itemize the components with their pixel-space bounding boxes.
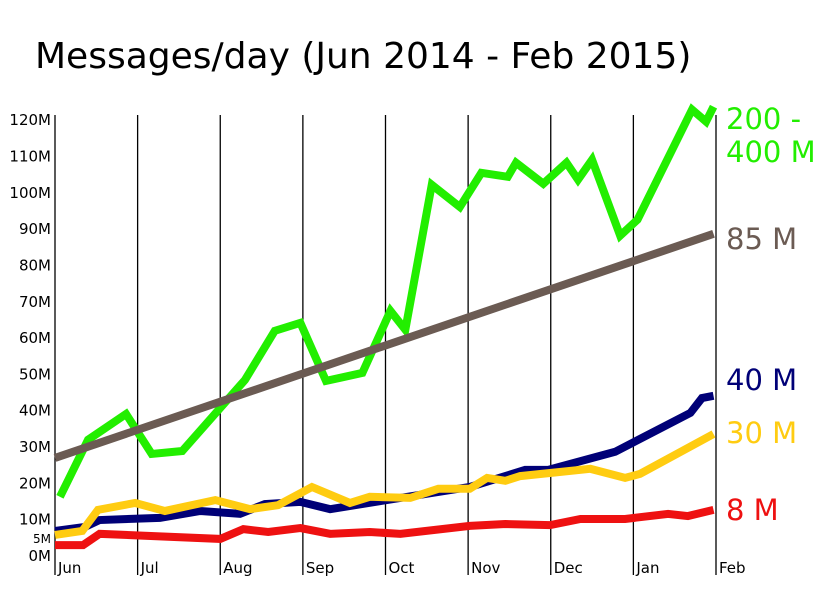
series-line (54, 391, 715, 535)
y-tick-label: 20M (19, 474, 51, 492)
chart-title: Messages/day (Jun 2014 - Feb 2015) (35, 36, 691, 77)
series-line (53, 230, 715, 462)
y-tick-label: 40M (19, 402, 51, 420)
x-tick-label: Aug (223, 559, 252, 577)
y-tick-label: 5M (33, 532, 51, 546)
y-tick-label: 110M (9, 147, 51, 165)
y-tick-label: 90M (19, 220, 51, 238)
x-tick-label: Sep (306, 559, 334, 577)
x-tick-label: Jan (635, 559, 659, 577)
series-line (55, 505, 715, 550)
x-tick-label: Feb (719, 559, 746, 577)
x-tick-label: Jul (140, 559, 159, 577)
y-tick-label: 100M (9, 184, 51, 202)
y-tick-label: 120M (9, 111, 51, 129)
y-tick-label: 80M (19, 256, 51, 274)
x-tick-label: Jun (57, 559, 81, 577)
y-tick-label: 30M (19, 438, 51, 456)
series-line (56, 103, 718, 499)
x-tick-label: Nov (471, 559, 500, 577)
y-tick-label: 70M (19, 293, 51, 311)
y-tick-label: 10M (19, 511, 51, 529)
series-label: 85 M (726, 222, 798, 256)
y-tick-label: 60M (19, 329, 51, 347)
y-tick-label: 50M (19, 365, 51, 383)
series-line (54, 430, 716, 539)
series-label: 30 M (726, 416, 798, 450)
series-label: 40 M (726, 363, 798, 397)
series-label: 8 M (726, 493, 779, 527)
series-label: 200 - 400 M (726, 102, 816, 169)
x-tick-label: Oct (389, 559, 415, 577)
x-tick-label: Dec (554, 559, 583, 577)
y-tick-label: 0M (29, 547, 52, 565)
